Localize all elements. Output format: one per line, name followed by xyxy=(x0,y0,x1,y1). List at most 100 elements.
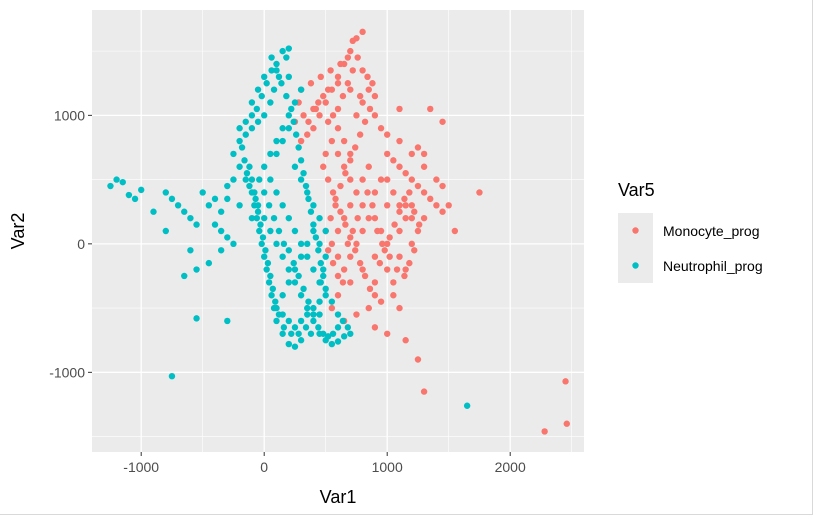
legend-label: Monocyte_prog xyxy=(663,223,760,239)
data-point xyxy=(304,131,311,138)
data-point xyxy=(230,150,237,158)
data-point xyxy=(273,67,280,74)
data-point xyxy=(334,311,342,318)
data-point xyxy=(420,163,428,170)
data-point xyxy=(334,324,342,331)
data-point xyxy=(332,202,339,209)
data-point xyxy=(259,234,267,241)
data-point xyxy=(396,105,403,113)
series-0 xyxy=(291,28,570,435)
data-point xyxy=(291,99,299,106)
data-point xyxy=(329,330,337,337)
data-point xyxy=(304,253,311,260)
data-point xyxy=(317,279,324,286)
data-point xyxy=(291,279,299,286)
data-point xyxy=(390,157,397,164)
data-point xyxy=(322,285,329,293)
data-point xyxy=(295,144,302,151)
data-point xyxy=(347,330,354,337)
legend: Var5 Monocyte_prog Neutrophil_prog xyxy=(618,180,763,283)
data-point xyxy=(320,92,327,100)
data-point xyxy=(414,144,422,151)
data-point xyxy=(310,202,317,209)
data-point xyxy=(261,112,268,119)
data-point xyxy=(371,253,379,260)
data-point xyxy=(347,157,354,164)
data-point xyxy=(205,202,213,209)
data-point xyxy=(371,92,379,100)
data-point xyxy=(261,73,268,81)
data-point xyxy=(236,202,243,209)
data-point xyxy=(307,80,315,87)
data-point xyxy=(242,118,249,125)
data-point xyxy=(310,125,317,132)
data-point xyxy=(285,266,292,273)
data-point xyxy=(406,259,413,267)
data-point xyxy=(187,247,194,254)
y-tick-label: 0 xyxy=(77,236,85,252)
data-point xyxy=(396,202,403,209)
data-point xyxy=(241,157,248,164)
data-point xyxy=(353,112,360,119)
data-point xyxy=(181,272,188,280)
data-point xyxy=(324,176,332,183)
data-point xyxy=(304,189,311,196)
data-point xyxy=(439,118,446,125)
data-point xyxy=(322,253,329,260)
data-point xyxy=(246,182,253,190)
data-point xyxy=(316,240,323,248)
data-point xyxy=(113,176,120,183)
data-point xyxy=(315,324,322,331)
data-point xyxy=(315,247,322,254)
data-point xyxy=(347,202,354,209)
data-point xyxy=(356,259,364,267)
data-point xyxy=(365,163,372,170)
data-point xyxy=(297,253,305,260)
data-point xyxy=(377,176,385,183)
data-point xyxy=(371,324,379,331)
data-point xyxy=(364,73,371,81)
data-point xyxy=(414,182,422,190)
x-axis: -1000 0 1000 2000 xyxy=(123,452,526,475)
data-point xyxy=(354,214,361,222)
data-point xyxy=(322,227,329,235)
data-point xyxy=(224,317,231,325)
data-point xyxy=(275,311,283,318)
data-point xyxy=(328,304,336,312)
data-point xyxy=(371,112,379,119)
data-point xyxy=(365,214,372,222)
data-point xyxy=(328,298,336,305)
data-point xyxy=(411,208,418,215)
data-point xyxy=(262,247,269,254)
data-point xyxy=(131,195,139,203)
data-point xyxy=(337,182,344,190)
data-point xyxy=(261,163,268,170)
data-points xyxy=(107,28,570,435)
data-point xyxy=(248,99,256,106)
data-point xyxy=(217,208,225,215)
data-point xyxy=(285,45,292,52)
data-point xyxy=(359,266,366,273)
data-point xyxy=(328,340,336,348)
data-point xyxy=(275,227,283,235)
data-point xyxy=(310,266,317,273)
x-tick-label: 0 xyxy=(260,459,268,475)
data-point xyxy=(352,247,359,254)
data-point xyxy=(353,189,360,196)
data-point xyxy=(384,202,391,209)
data-point xyxy=(344,324,352,331)
grid-major xyxy=(92,10,584,452)
data-point xyxy=(349,67,356,74)
data-point xyxy=(125,191,133,199)
data-point xyxy=(344,54,352,61)
data-point xyxy=(248,125,256,132)
data-point xyxy=(334,150,342,158)
data-point xyxy=(268,67,275,74)
data-point xyxy=(386,234,393,241)
legend-items: Monocyte_prog Neutrophil_prog xyxy=(618,213,763,283)
data-point xyxy=(285,125,292,132)
data-point xyxy=(364,189,371,196)
data-point xyxy=(356,92,364,100)
data-point xyxy=(310,221,317,228)
data-point xyxy=(361,118,369,125)
